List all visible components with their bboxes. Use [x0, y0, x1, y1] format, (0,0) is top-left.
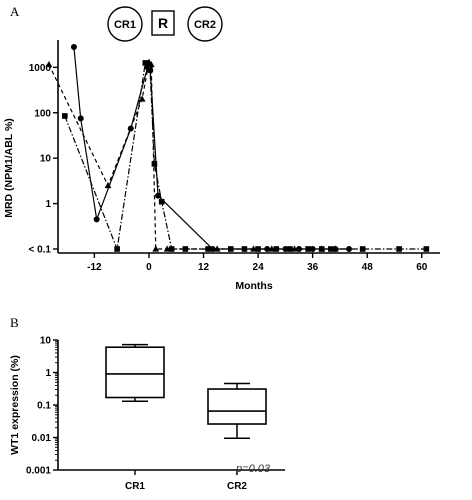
mrd-x-tick-label: 36 — [307, 262, 319, 273]
square-point — [147, 63, 153, 70]
phase-r-label: R — [158, 15, 168, 31]
phase-cr1-label: CR1 — [114, 19, 136, 31]
mrd-x-axis-title: Months — [235, 280, 272, 292]
square-point — [305, 246, 311, 252]
wt1-y-tick-label: 10 — [40, 336, 52, 347]
square-point — [241, 246, 248, 252]
triangle-point — [104, 181, 112, 189]
square-point — [62, 113, 68, 119]
wt1-y-tick-label: 1 — [45, 368, 51, 379]
circle-point — [70, 44, 77, 51]
square-point — [396, 246, 402, 252]
triangle-point — [152, 245, 160, 252]
wt1-chart: 0.001 0.01 0.1 1 10 CR1 CR2 — [26, 336, 285, 492]
mrd-y-tick-label: 10 — [40, 154, 52, 165]
wt1-y-tick-label: 0.001 — [26, 466, 51, 477]
circle-point — [127, 125, 134, 132]
square-point — [142, 60, 149, 66]
mrd-chart: < 0.1 1 10 100 1000 -12 0 12 24 36 48 60 — [28, 40, 440, 273]
square-point — [158, 198, 165, 205]
triangle-point — [138, 95, 146, 102]
circle-point — [264, 246, 271, 252]
square-point — [273, 246, 280, 252]
square-point — [151, 161, 158, 167]
mrd-x-tick-label: 60 — [416, 262, 428, 273]
mrd-y-tick-label: < 0.1 — [28, 245, 51, 256]
wt1-x-tick-label: CR1 — [125, 481, 145, 492]
p-value-annotation: p=0.03 — [235, 463, 271, 475]
circle-point — [93, 216, 100, 223]
square-point — [114, 246, 120, 252]
mrd-y-axis-title: MRD (NPM1/ABL %) — [3, 118, 15, 218]
square-point — [287, 246, 293, 252]
mrd-y-tick-label: 100 — [34, 108, 51, 119]
square-point — [182, 246, 189, 252]
square-point — [359, 246, 366, 252]
mrd-x-tick-label: -12 — [87, 262, 102, 273]
mrd-x-tick-label: 48 — [362, 262, 374, 273]
square-point — [205, 246, 211, 252]
square-point — [423, 246, 430, 252]
mrd-series-line-2 — [48, 60, 336, 250]
mrd-y-tick-label: 1 — [45, 199, 51, 210]
phase-cr2-circle — [187, 6, 223, 42]
triangle-point — [163, 245, 171, 252]
mrd-x-tick-label: 0 — [146, 262, 152, 273]
circle-point — [77, 115, 84, 122]
wt1-y-tick-label: 0.01 — [32, 433, 52, 444]
square-point — [328, 246, 334, 252]
square-point — [318, 246, 325, 252]
wt1-x-tick-label: CR2 — [227, 481, 247, 492]
phase-r-box — [151, 10, 175, 36]
mrd-x-tick-label: 24 — [253, 262, 265, 273]
triangle-point — [332, 245, 339, 252]
triangle-point — [45, 60, 53, 68]
box-iqr — [105, 346, 165, 399]
mrd-x-tick-label: 12 — [198, 262, 210, 273]
square-point — [228, 246, 234, 252]
phase-cr1-circle — [107, 6, 143, 42]
phase-labels: CR1 R CR2 — [107, 6, 223, 42]
square-point — [168, 246, 175, 252]
mrd-series-line-3 — [64, 61, 427, 252]
wt1-y-tick-label: 0.1 — [37, 401, 51, 412]
circle-point — [209, 246, 216, 252]
mrd-y-tick-label: 1000 — [29, 63, 52, 74]
circle-point — [155, 192, 162, 199]
mrd-series-line-1 — [73, 46, 349, 250]
square-point — [255, 246, 261, 252]
wt1-y-axis-title: WT1 expression (%) — [9, 355, 21, 455]
panel-a-letter: A — [10, 4, 20, 19]
box-iqr — [207, 388, 267, 425]
phase-cr2-label: CR2 — [194, 19, 216, 31]
panel-b-letter: B — [10, 315, 19, 330]
